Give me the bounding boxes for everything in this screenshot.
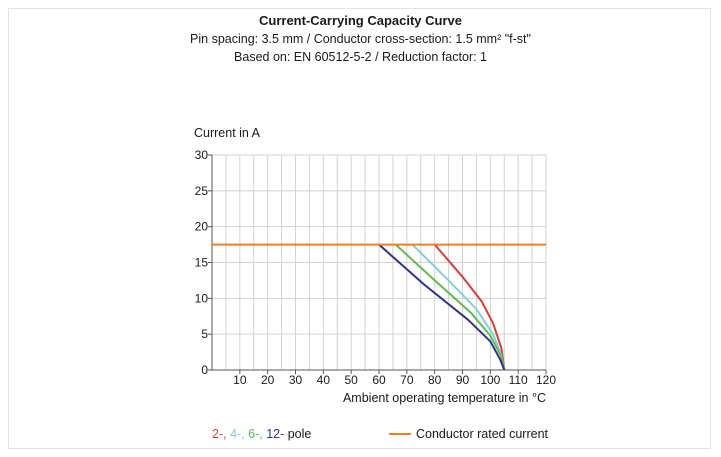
y-axis-label: Current in A: [194, 126, 261, 140]
x-tick-label: 60: [372, 373, 386, 387]
chart-header: Current-Carrying Capacity Curve Pin spac…: [0, 12, 721, 66]
series-group: [212, 243, 546, 371]
x-axis-label: Ambient operating temperature in °C: [343, 391, 546, 405]
x-tick-label: 120: [536, 373, 556, 387]
y-tick-label: 0: [201, 363, 208, 377]
axis-ticks: 10 20 30 40 50 60 70 80 90 100 110 120 0 5 10 15 20 25 30: [195, 148, 557, 387]
x-tick-label: 30: [289, 373, 303, 387]
chart-subtitle-1: Pin spacing: 3.5 mm / Conductor cross-se…: [190, 32, 531, 46]
x-tick-label: 110: [509, 373, 528, 387]
chart-subtitle-2: Based on: EN 60512-5-2 / Reduction facto…: [234, 50, 487, 64]
grid: [211, 154, 547, 371]
x-tick-label: 70: [400, 373, 414, 387]
y-tick-label: 15: [195, 256, 209, 270]
y-tick-label: 10: [195, 291, 209, 305]
y-tick-label: 5: [201, 327, 208, 341]
chart-title: Current-Carrying Capacity Curve: [259, 13, 462, 28]
y-tick-label: 20: [195, 220, 209, 234]
y-tick-label: 30: [195, 148, 209, 162]
x-tick-label: 20: [261, 373, 275, 387]
series-line: [378, 243, 506, 371]
y-tick-label: 25: [195, 184, 209, 198]
x-tick-label: 80: [428, 373, 442, 387]
x-tick-label: 90: [456, 373, 470, 387]
x-tick-label: 10: [233, 373, 247, 387]
series-line: [395, 243, 506, 371]
x-tick-label: 50: [344, 373, 358, 387]
chart-frame: [8, 8, 711, 449]
x-tick-label: 40: [317, 373, 331, 387]
x-tick-label: 100: [480, 373, 500, 387]
series-line: [433, 243, 506, 371]
